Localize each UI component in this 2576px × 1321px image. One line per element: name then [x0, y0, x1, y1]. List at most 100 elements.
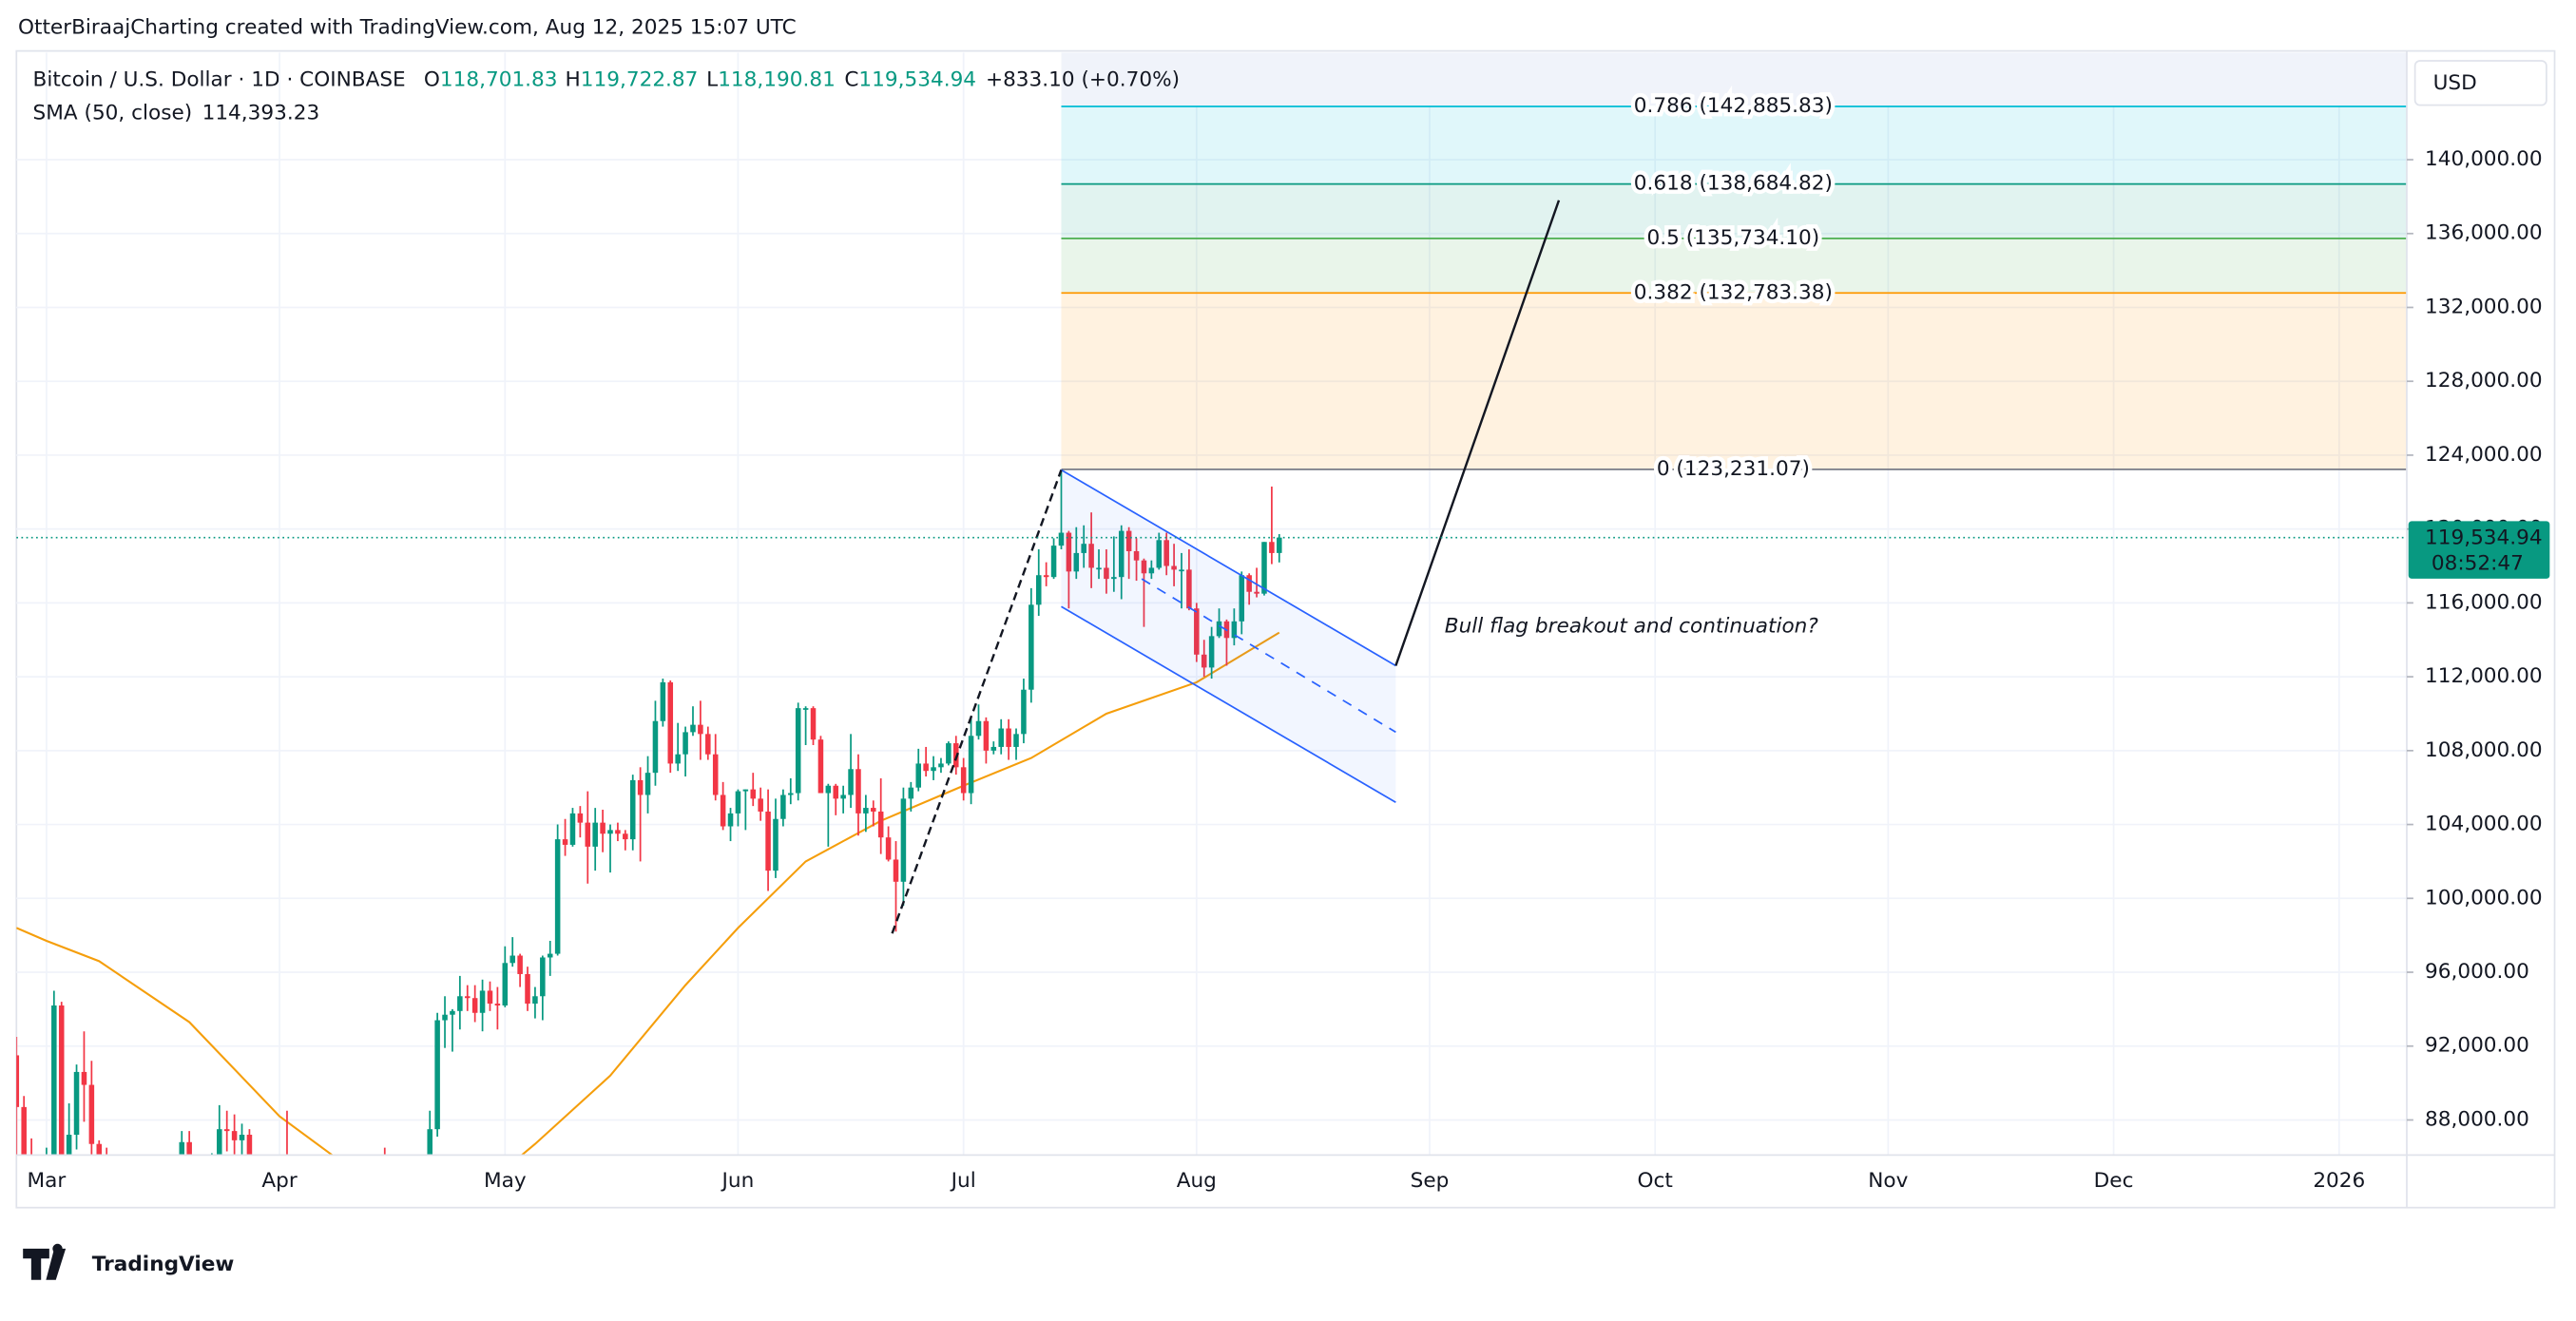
y-tick-label: 124,000.00 [2425, 443, 2543, 467]
candle-body [788, 793, 794, 795]
candle-body [623, 833, 628, 840]
candle-body [442, 1014, 448, 1021]
candle-body [261, 1219, 267, 1225]
candle-body [607, 830, 613, 834]
ohlc-value: 118,190.81 [718, 68, 836, 92]
candle-body [1118, 530, 1125, 578]
candle-body [705, 734, 711, 755]
x-tick-label: Mar [28, 1169, 67, 1193]
candle-body [773, 818, 779, 871]
candle-body [1006, 728, 1011, 747]
fib-label: 0.618 (138,684.82) [1634, 172, 1833, 196]
candle-body [73, 1071, 80, 1136]
candle-body [562, 839, 568, 845]
candle-body [1277, 537, 1282, 553]
candle-body [765, 811, 771, 871]
candle-body [915, 763, 921, 788]
candle-body [1043, 575, 1049, 578]
candle-body [780, 795, 786, 819]
candle-body [1239, 575, 1245, 622]
candle-body [517, 955, 523, 974]
candle-body [975, 720, 982, 737]
candle-body [938, 763, 944, 768]
candle-body [66, 1135, 72, 1156]
channel-lower [1061, 605, 1396, 803]
candle-body [1163, 540, 1169, 566]
candle-body [742, 789, 749, 792]
candle-body [1171, 565, 1177, 570]
candle-body [239, 1135, 245, 1140]
candle-body [58, 1005, 65, 1156]
x-tick-label: 2026 [2313, 1169, 2365, 1193]
candle-body [923, 763, 929, 772]
candle-body [629, 779, 636, 840]
chart-frame [15, 49, 2556, 1209]
candle-body [802, 708, 809, 710]
fib-band [1061, 105, 2407, 184]
price-label: 119,534.94 [2425, 526, 2543, 550]
candle-body [577, 813, 584, 823]
currency-box[interactable] [2413, 60, 2547, 106]
candle-body [735, 791, 741, 814]
candle-body [16, 1055, 20, 1107]
logo-icon [23, 1243, 67, 1280]
ohlc-key: C [844, 68, 858, 92]
axes: 88,000.00 92,000.00 96,000.00 100,000.00 104… [28, 147, 2543, 1193]
fib-label: 0.5 (135,734.10) [1647, 226, 1820, 250]
candle-body [908, 787, 914, 799]
x-tick-label: Nov [1868, 1169, 1908, 1193]
candle-body [464, 996, 471, 999]
candle-body [675, 754, 681, 764]
candle-body [479, 990, 486, 1013]
fib-band [1061, 183, 2407, 239]
candle-body [88, 1084, 95, 1144]
candle-body [1261, 542, 1267, 594]
candle-body [246, 1135, 253, 1156]
x-tick-label: Jul [950, 1169, 976, 1193]
brand: TradingView [92, 1253, 235, 1276]
candle-body [758, 798, 763, 812]
candle-body [223, 1129, 230, 1132]
y-tick-label: 116,000.00 [2425, 590, 2543, 614]
candle-body [1133, 550, 1140, 561]
y-tick-label: 100,000.00 [2425, 886, 2543, 909]
candle-body [1231, 621, 1238, 639]
candle-body [179, 1141, 185, 1156]
x-tick-label: Dec [2094, 1169, 2134, 1193]
candle-body [81, 1071, 87, 1085]
candle-body [682, 732, 688, 755]
symbol: Bitcoin / U.S. Dollar · 1D · COINBASE [33, 68, 406, 92]
candle-body [1021, 689, 1027, 735]
candle-body [554, 839, 561, 954]
x-tick-label: May [484, 1169, 527, 1193]
candle-body [1088, 544, 1094, 568]
candle-body [1254, 591, 1259, 594]
candle-body [960, 767, 967, 794]
currency: USD [2433, 71, 2477, 95]
x-tick-label: Oct [1638, 1169, 1673, 1193]
ohlc-value: 118,701.83 [440, 68, 558, 92]
candle-body [690, 724, 696, 733]
candle-body [1096, 567, 1102, 570]
fib-label: 0.786 (142,885.83) [1634, 94, 1833, 118]
candle-body [900, 798, 907, 882]
fib-label: 0 (123,231.07) [1657, 457, 1810, 481]
candle-body [1216, 621, 1222, 637]
ohlc-item: H119,722.87 [566, 68, 699, 92]
y-tick-label: 104,000.00 [2425, 813, 2543, 836]
y-tick-label: 96,000.00 [2425, 960, 2529, 984]
candle-body [871, 808, 876, 812]
candle-body [637, 779, 644, 795]
candle-body [96, 1143, 103, 1156]
candle-body [968, 736, 974, 794]
candle-body [931, 767, 936, 772]
candle-body [330, 1282, 336, 1321]
candle-body [1066, 532, 1072, 572]
sma-line [16, 631, 1280, 1156]
y-tick-label: 136,000.00 [2425, 221, 2543, 245]
candle-body [712, 754, 719, 795]
sma-name: SMA (50, close) [33, 101, 193, 124]
candle-body [667, 681, 674, 764]
candle-body [269, 1221, 275, 1225]
